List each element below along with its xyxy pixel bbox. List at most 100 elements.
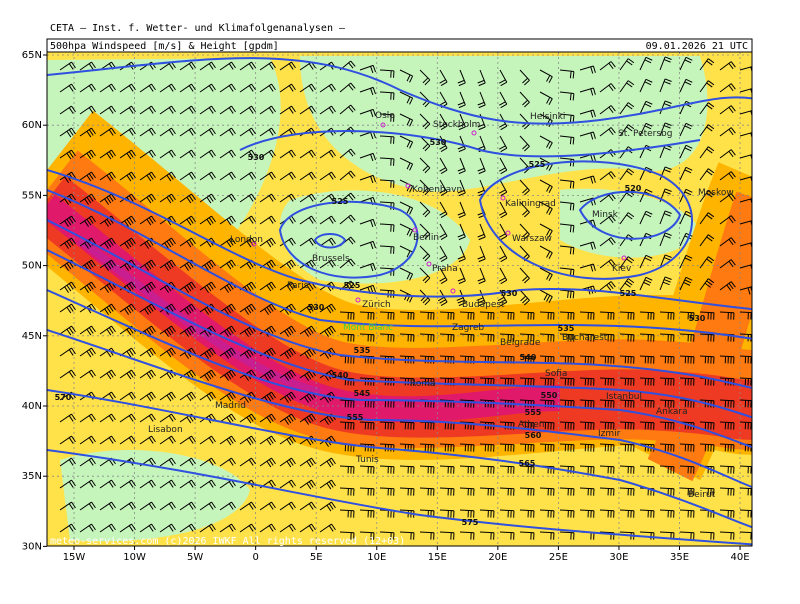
- wind-barb: [399, 531, 415, 540]
- wind-barb: [399, 113, 414, 127]
- wind-barb: [339, 82, 356, 93]
- wind-barb: [59, 347, 76, 357]
- contour-label: 525: [620, 289, 637, 298]
- wind-barb: [319, 237, 336, 247]
- wind-barb: [519, 69, 530, 86]
- wind-barb: [719, 421, 735, 430]
- wind-barb: [219, 193, 236, 203]
- wind-barb: [659, 122, 672, 137]
- wind-barb: [539, 91, 553, 106]
- wind-barb: [259, 281, 276, 292]
- wind-barb: [259, 413, 276, 424]
- wind-barb: [139, 369, 156, 380]
- lon-label: 30E: [609, 552, 628, 563]
- wind-barb: [439, 355, 455, 364]
- wind-barb: [619, 212, 635, 225]
- wind-barb: [239, 83, 256, 93]
- wind-barb: [559, 531, 575, 540]
- wind-barb: [119, 413, 136, 423]
- wind-barb: [459, 333, 475, 342]
- wind-barb: [519, 443, 535, 452]
- wind-barb: [119, 303, 136, 315]
- wind-barb: [99, 325, 116, 336]
- wind-barb: [679, 509, 695, 518]
- wind-barb: [119, 347, 136, 358]
- wind-barb: [659, 443, 675, 452]
- wind-barb: [419, 421, 435, 430]
- wind-barb: [739, 421, 752, 430]
- wind-barb: [359, 421, 375, 430]
- wind-barb: [399, 487, 415, 496]
- wind-barb: [539, 333, 555, 342]
- wind-barb: [457, 91, 466, 109]
- city-label: Zürich: [362, 300, 391, 310]
- wind-barb: [139, 149, 156, 159]
- wind-barb: [159, 479, 176, 489]
- wind-barb: [599, 127, 616, 137]
- wind-barb: [419, 289, 431, 306]
- wind-barb: [299, 523, 316, 533]
- wind-barb: [239, 457, 256, 467]
- wind-barb: [699, 80, 715, 93]
- wind-barb: [679, 377, 695, 386]
- wind-barb: [219, 303, 236, 315]
- wind-barb: [559, 201, 575, 211]
- wind-barb: [457, 113, 466, 131]
- wind-barb: [619, 377, 635, 386]
- wind-barb: [119, 501, 136, 511]
- wind-barb: [519, 531, 535, 540]
- wind-barb: [559, 245, 575, 255]
- wind-barb: [219, 215, 236, 226]
- wind-barb: [599, 421, 615, 430]
- wind-barb: [259, 523, 276, 533]
- wind-barb: [659, 487, 675, 496]
- contour-label: 530: [689, 314, 706, 323]
- wind-barb: [399, 443, 415, 452]
- wind-barb: [539, 69, 553, 84]
- wind-barb: [399, 135, 414, 149]
- city-label: Athen: [518, 420, 544, 430]
- wind-barb: [659, 509, 675, 518]
- wind-barb: [719, 215, 736, 225]
- wind-barb: [159, 171, 176, 182]
- wind-barb: [539, 135, 553, 150]
- wind-barb: [599, 465, 615, 474]
- wind-barb: [199, 215, 216, 226]
- wind-barb: [639, 333, 655, 342]
- wind-barb: [239, 325, 256, 337]
- wind-barb: [477, 157, 486, 175]
- wind-barb: [619, 80, 635, 93]
- wind-barb: [619, 58, 635, 71]
- wind-barb: [479, 465, 495, 474]
- wind-barb: [299, 237, 316, 247]
- wind-barb: [399, 465, 415, 474]
- wind-barb: [419, 267, 431, 284]
- map-field: Oslo Stockholm Helsinki St. Petersbg Kob…: [47, 52, 752, 546]
- wind-barb: [719, 105, 736, 115]
- wind-barb: [79, 369, 96, 379]
- wind-barb: [359, 509, 375, 518]
- wind-barb: [159, 237, 176, 249]
- lon-label: 0: [252, 552, 258, 563]
- wind-barb: [59, 281, 76, 293]
- wind-barb: [719, 465, 735, 474]
- wind-barb: [679, 166, 693, 181]
- wind-barb: [139, 171, 156, 182]
- city-label: Budapest: [462, 300, 505, 310]
- wind-barb: [699, 333, 715, 342]
- wind-barb: [679, 56, 693, 71]
- wind-barb: [279, 347, 296, 359]
- wind-barb: [379, 333, 395, 342]
- wind-barb: [679, 311, 695, 320]
- wind-barb: [279, 369, 296, 381]
- wind-barb: [219, 435, 236, 446]
- wind-barb: [59, 501, 76, 511]
- city-label: Warszaw: [512, 234, 552, 244]
- wind-barb: [477, 69, 486, 87]
- city-label: Paris: [287, 281, 309, 291]
- wind-barb: [399, 421, 415, 430]
- wind-barb: [59, 435, 76, 445]
- wind-barb: [539, 487, 555, 496]
- lon-label: 10E: [367, 552, 386, 563]
- wind-barb: [619, 399, 635, 408]
